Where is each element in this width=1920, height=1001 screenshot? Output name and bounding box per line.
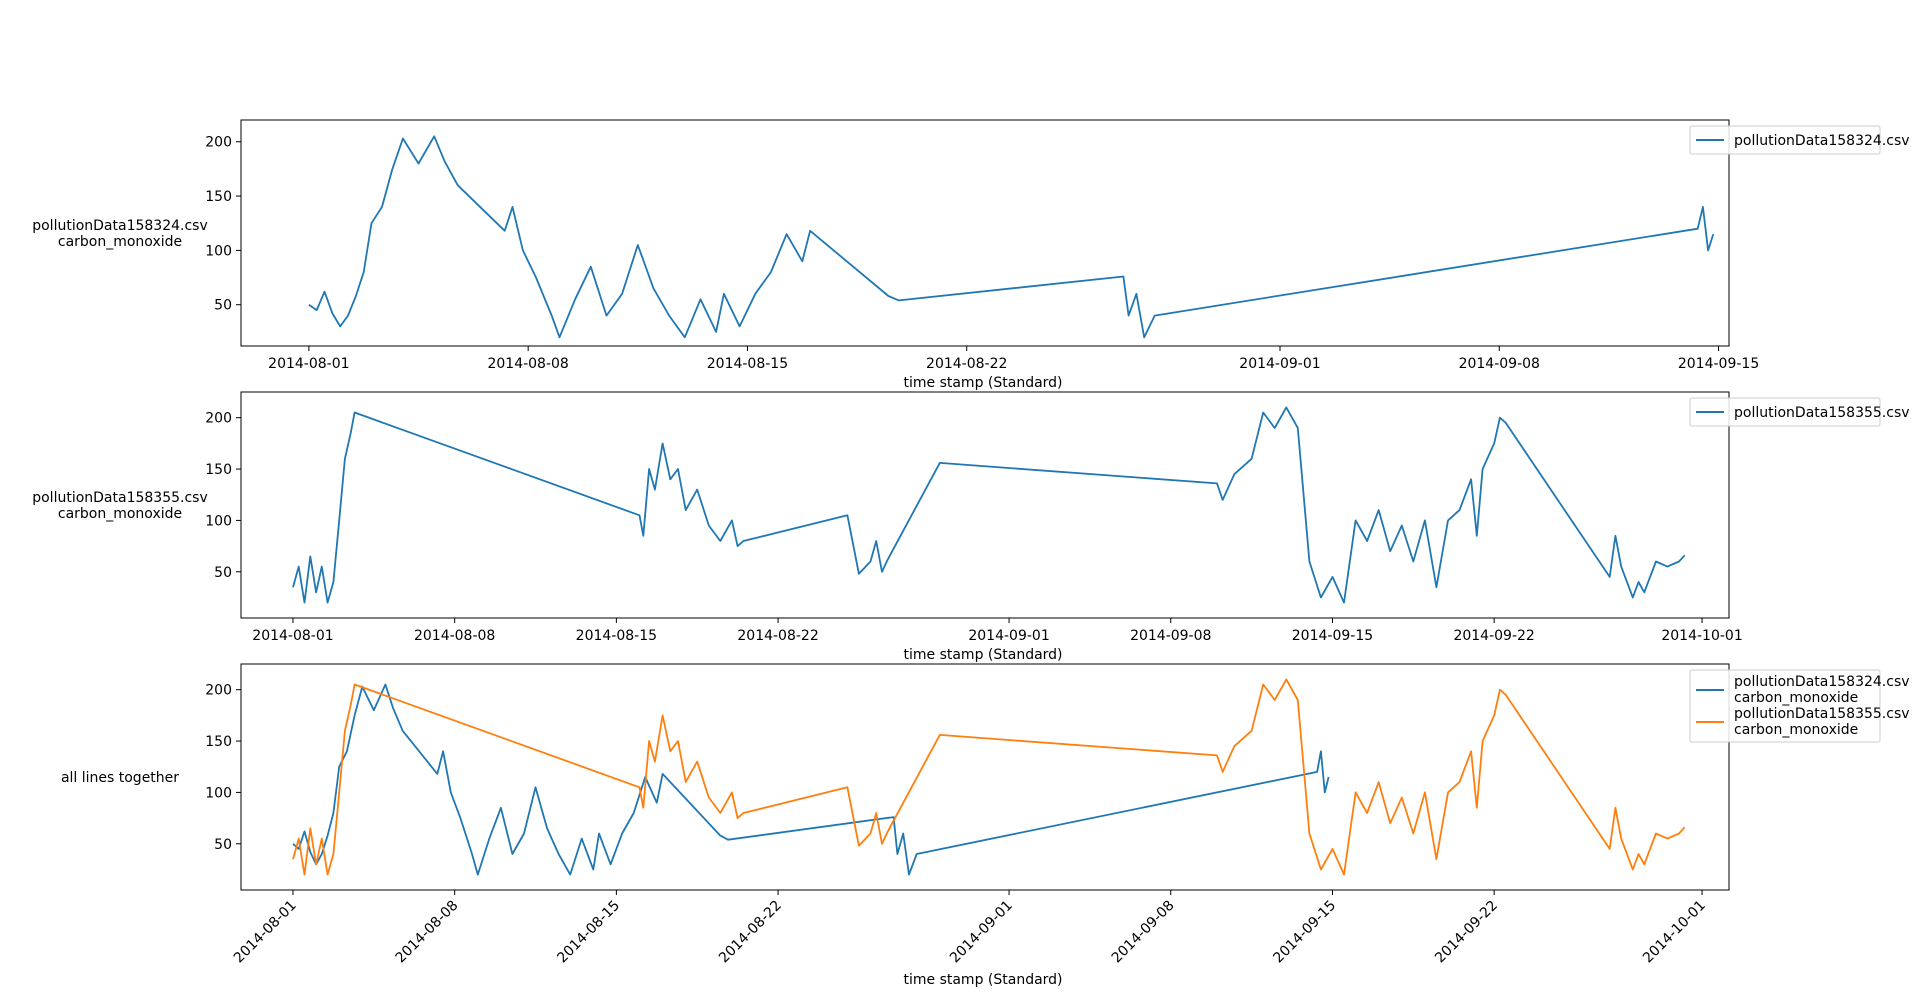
x-tick-label: 2014-09-22 — [1453, 628, 1534, 644]
legend: pollutionData158324.csvcarbon_monoxidepo… — [1689, 669, 1910, 743]
x-tick-label: 2014-09-01 — [968, 628, 1049, 644]
y-tick-label: 150 — [205, 189, 232, 205]
x-tick-label: 2014-08-01 — [231, 898, 300, 967]
series-line-2 — [292, 678, 1686, 876]
y-tick-label: 50 — [214, 837, 232, 853]
x-axis-label: time stamp (Standard) — [903, 647, 1062, 663]
x-tick-label: 2014-09-15 — [1270, 898, 1339, 967]
x-axis-label: time stamp (Standard) — [903, 972, 1062, 988]
subplot-1: 50 100 150 200 2014-08-01 2014-08-08 2014-08-1… — [32, 119, 1910, 391]
y-axis-label: carbon_monoxide — [58, 234, 182, 250]
x-tick-label: 2014-09-01 — [947, 898, 1016, 967]
y-axis-label: pollutionData158355.csv — [32, 490, 208, 506]
axes-frame — [240, 119, 1730, 347]
y-tick-label: 200 — [205, 683, 232, 699]
subplot-2: 50 100 150 200 2014-08-01 2014-08-08 2014-08-1… — [32, 391, 1910, 663]
legend-label: pollutionData158324.csv — [1734, 674, 1910, 690]
legend-label: pollutionData158324.csv — [1734, 133, 1910, 149]
legend-label: pollutionData158355.csv — [1734, 405, 1910, 421]
x-tick-label: 2014-09-22 — [1432, 898, 1501, 967]
legend-box — [1689, 125, 1881, 155]
subplot-3: 50 100 150 200 2014-08-01 2014-08-08 2014-08-1… — [61, 663, 1910, 988]
y-tick-label: 100 — [205, 785, 232, 801]
legend-label: pollutionData158355.csv — [1734, 706, 1910, 722]
series-line-1 — [292, 683, 1330, 876]
legend-label: carbon_monoxide — [1734, 722, 1858, 738]
series-line-1 — [292, 406, 1686, 604]
axes-frame — [240, 391, 1730, 619]
y-tick-label: 200 — [205, 411, 232, 427]
x-tick-label: 2014-08-15 — [576, 628, 657, 644]
axes-frame — [240, 663, 1730, 891]
legend: pollutionData158324.csv — [1689, 125, 1910, 155]
x-tick-label: 2014-08-01 — [268, 356, 349, 372]
legend-label: carbon_monoxide — [1734, 690, 1858, 706]
x-tick-label: 2014-08-15 — [554, 898, 623, 967]
x-tick-label: 2014-08-08 — [487, 356, 568, 372]
x-tick-label: 2014-08-08 — [393, 898, 462, 967]
y-axis-label: carbon_monoxide — [58, 506, 182, 522]
y-tick-label: 100 — [205, 513, 232, 529]
series-line-1 — [308, 135, 1715, 339]
y-tick-label: 50 — [214, 565, 232, 581]
x-tick-label: 2014-09-08 — [1109, 898, 1178, 967]
x-tick-label: 2014-08-01 — [252, 628, 333, 644]
x-tick-label: 2014-08-22 — [716, 898, 785, 967]
x-tick-label: 2014-08-22 — [926, 356, 1007, 372]
x-axis-label: time stamp (Standard) — [903, 375, 1062, 391]
x-tick-label: 2014-08-15 — [707, 356, 788, 372]
x-tick-label: 2014-09-15 — [1678, 356, 1759, 372]
x-tick-label: 2014-09-15 — [1292, 628, 1373, 644]
y-tick-label: 150 — [205, 462, 232, 478]
y-axis-label: all lines together — [61, 770, 179, 786]
y-tick-label: 200 — [205, 135, 232, 151]
y-axis-label: pollutionData158324.csv — [32, 218, 208, 234]
x-tick-label: 2014-08-08 — [414, 628, 495, 644]
legend-box — [1689, 397, 1881, 427]
legend: pollutionData158355.csv — [1689, 397, 1910, 427]
legend-box — [1689, 669, 1881, 743]
x-tick-label: 2014-10-01 — [1661, 628, 1742, 644]
x-tick-label: 2014-08-22 — [737, 628, 818, 644]
x-tick-label: 2014-09-08 — [1459, 356, 1540, 372]
y-tick-label: 50 — [214, 298, 232, 314]
y-tick-label: 100 — [205, 243, 232, 259]
y-tick-label: 150 — [205, 734, 232, 750]
x-tick-label: 2014-10-01 — [1640, 898, 1709, 967]
x-tick-label: 2014-09-01 — [1239, 356, 1320, 372]
x-tick-label: 2014-09-08 — [1130, 628, 1211, 644]
